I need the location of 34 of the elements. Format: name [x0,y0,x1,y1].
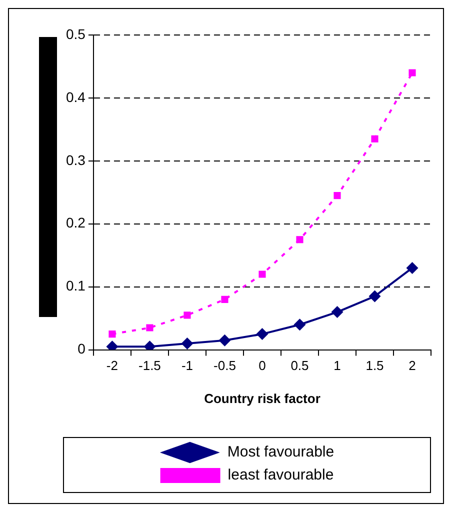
point [296,236,304,244]
point [294,318,306,331]
y-tick-label: 0.5 [66,26,86,42]
point [218,334,231,346]
y-tick-label: 0.4 [66,88,86,105]
point [331,306,344,318]
x-tick-label: -1 [181,358,194,374]
point [256,328,268,340]
legend-label: Most favourable [227,444,334,461]
x-tick-label: 0.5 [290,358,309,374]
x-tick-label: 2 [408,358,416,374]
y-tick-label: 0 [78,340,86,357]
point [258,270,266,278]
legend-label: least favourable [228,466,334,484]
point [368,290,381,302]
point [371,135,378,142]
x-tick-label: -2 [106,358,118,374]
point [108,330,116,338]
point [184,312,191,319]
y-tick-label: 0.3 [66,152,86,168]
point [221,296,228,303]
x-tick-label: 0 [258,358,266,374]
x-axis-title: Country risk factor [204,390,320,406]
y-tick-label: 0.2 [66,214,86,231]
x-tick-label: -0.5 [214,358,236,374]
point [146,324,154,332]
point [408,69,416,76]
point [334,192,341,200]
x-tick-label: 1.5 [366,358,384,374]
point [406,262,418,274]
point [181,338,194,350]
x-tick-label: -1.5 [138,358,161,374]
x-tick-label: 1 [334,358,341,374]
y-tick-label: 0.1 [66,278,86,294]
